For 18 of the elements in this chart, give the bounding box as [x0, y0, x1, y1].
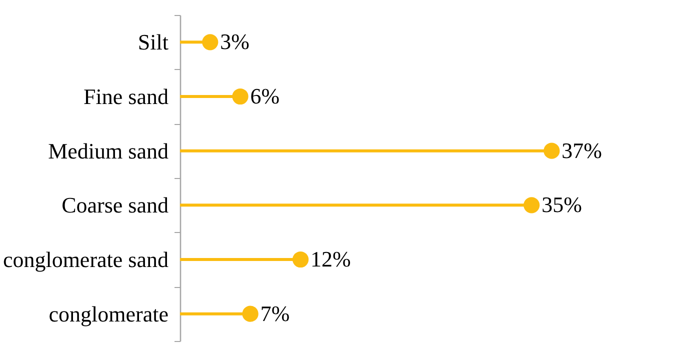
y-tick-label: Coarse sand — [62, 192, 168, 218]
point — [544, 142, 560, 159]
data-label: 3% — [220, 29, 250, 54]
y-tick-label: Silt — [138, 30, 168, 55]
y-tick-label: Medium sand — [48, 138, 168, 164]
y-tick-label: Fine sand — [84, 84, 168, 109]
data-label: 6% — [250, 84, 280, 108]
data-label: 7% — [260, 300, 290, 326]
point — [232, 88, 248, 105]
point — [292, 251, 309, 268]
y-tick-label: conglomerate — [48, 301, 168, 326]
point — [242, 306, 258, 322]
data-label: 35% — [542, 192, 582, 218]
point — [202, 34, 218, 50]
y-tick-label: conglomerate sand — [2, 247, 168, 272]
data-label: 37% — [562, 138, 602, 163]
point — [524, 197, 540, 214]
data-label: 12% — [310, 246, 351, 272]
